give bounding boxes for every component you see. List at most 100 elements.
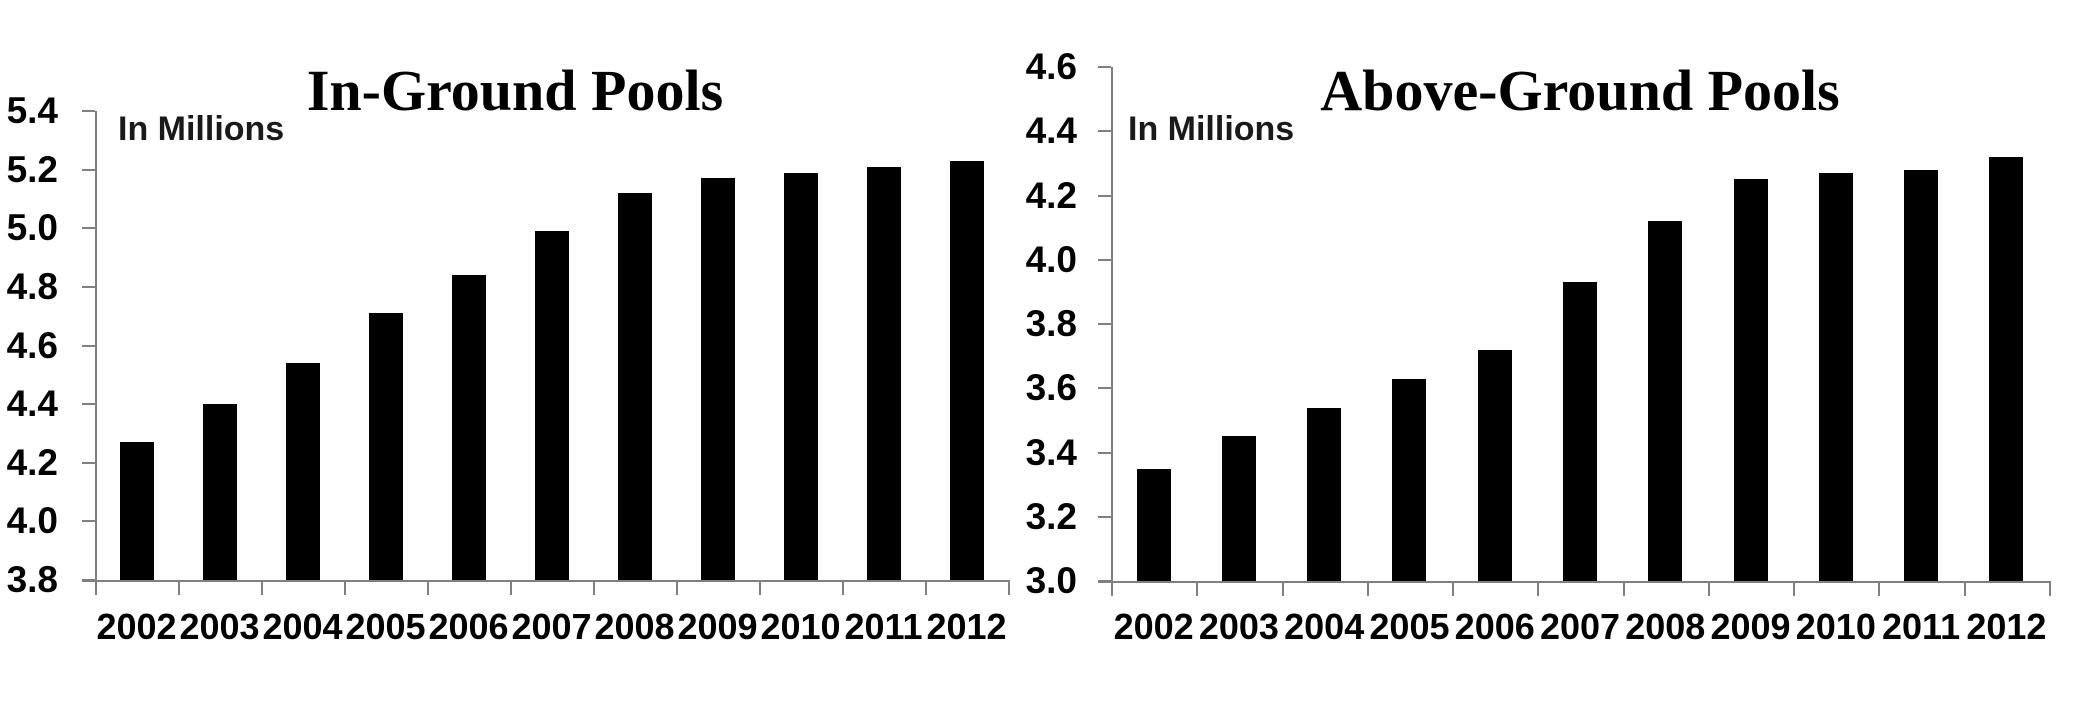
y-axis-tick-label: 5.2 bbox=[6, 148, 58, 190]
x-axis-tick bbox=[510, 582, 512, 595]
x-axis-category-label: 2002 bbox=[1113, 606, 1194, 647]
y-axis-tick bbox=[1098, 451, 1111, 454]
x-axis-category-label: 2009 bbox=[1710, 606, 1791, 647]
bar-2003 bbox=[202, 404, 237, 580]
y-axis-tick bbox=[1098, 323, 1111, 325]
bar-2006 bbox=[1477, 349, 1512, 581]
y-axis-tick-label: 4.4 bbox=[1025, 110, 1077, 152]
y-axis-tick-label: 3.8 bbox=[1025, 303, 1077, 344]
x-axis-tick bbox=[427, 582, 429, 595]
bar-2009 bbox=[1733, 179, 1768, 581]
x-axis-category-label: 2012 bbox=[1966, 606, 2047, 647]
y-axis-tick bbox=[82, 461, 95, 464]
x-axis-tick bbox=[1537, 583, 1540, 596]
y-axis-line bbox=[1111, 67, 1113, 583]
x-axis-category-label: 2007 bbox=[1539, 606, 1621, 647]
x-axis-category-label: 2011 bbox=[1882, 606, 1961, 647]
bar-2004 bbox=[1307, 407, 1342, 581]
y-axis-tick bbox=[1098, 580, 1111, 582]
x-axis-category-label: 2007 bbox=[511, 606, 592, 647]
y-axis-tick-label: 4.6 bbox=[1025, 46, 1077, 87]
y-axis-tick bbox=[82, 520, 95, 523]
y-axis-units-label: In Millions bbox=[118, 110, 285, 148]
x-axis-category-label: 2003 bbox=[1198, 606, 1279, 647]
x-axis-tick bbox=[1111, 583, 1113, 596]
x-axis-tick bbox=[1878, 583, 1881, 596]
y-axis-tick-label: 4.2 bbox=[6, 441, 58, 483]
x-axis-tick bbox=[261, 582, 263, 595]
x-axis-tick bbox=[95, 582, 97, 595]
bar-2007 bbox=[1563, 282, 1597, 581]
y-axis-line bbox=[95, 111, 97, 582]
x-axis-category-label: 2008 bbox=[1625, 606, 1706, 647]
x-axis-category-label: 2012 bbox=[926, 606, 1007, 647]
y-axis-tick bbox=[82, 168, 95, 171]
x-axis-tick bbox=[1622, 583, 1625, 596]
bar-2008 bbox=[1648, 221, 1683, 581]
x-axis-tick bbox=[1452, 583, 1455, 596]
bar-2004 bbox=[285, 363, 320, 580]
bar-2003 bbox=[1221, 436, 1256, 581]
x-axis-tick bbox=[593, 582, 595, 595]
y-axis-tick bbox=[1098, 194, 1111, 197]
x-axis-category-label: 2005 bbox=[345, 606, 426, 647]
bar-2011 bbox=[1904, 169, 1939, 581]
x-axis-category-label: 2009 bbox=[677, 606, 758, 647]
y-axis-tick-label: 4.2 bbox=[1025, 174, 1077, 216]
x-axis-line bbox=[1098, 581, 2051, 583]
y-axis-tick-label: 5.0 bbox=[6, 207, 58, 249]
chart-title-in-ground: In-Ground Pools bbox=[306, 58, 724, 124]
x-axis-tick bbox=[178, 582, 180, 595]
x-axis-tick bbox=[842, 582, 844, 595]
x-axis-tick bbox=[344, 582, 346, 595]
bar-2011 bbox=[866, 166, 901, 580]
y-axis-tick-label: 4.0 bbox=[6, 500, 58, 542]
y-axis-tick bbox=[82, 403, 95, 406]
x-axis-tick bbox=[1707, 583, 1710, 596]
bar-2002 bbox=[1136, 468, 1171, 581]
bar-2006 bbox=[451, 275, 486, 580]
x-axis-category-label: 2008 bbox=[594, 606, 675, 647]
x-axis-category-label: 2006 bbox=[428, 606, 509, 647]
y-axis-tick-label: 3.0 bbox=[1025, 560, 1077, 601]
y-axis-tick-label: 4.4 bbox=[6, 383, 58, 425]
x-axis-tick bbox=[1963, 583, 1966, 596]
x-axis-category-label: 2005 bbox=[1369, 606, 1450, 647]
x-axis-category-label: 2003 bbox=[179, 606, 260, 647]
y-axis-tick bbox=[1098, 387, 1111, 390]
x-axis-tick bbox=[925, 582, 927, 595]
y-axis-tick bbox=[82, 579, 95, 581]
bar-2007 bbox=[534, 231, 569, 580]
y-axis-tick-label: 4.6 bbox=[6, 324, 58, 366]
bar-2002 bbox=[119, 442, 154, 580]
x-axis-category-label: 2010 bbox=[760, 606, 841, 647]
y-axis-tick-label: 3.4 bbox=[1025, 431, 1077, 473]
bar-2010 bbox=[1818, 173, 1853, 581]
y-axis-tick-label: 3.6 bbox=[1025, 367, 1077, 409]
x-axis-category-label: 2004 bbox=[1284, 606, 1365, 647]
bar-2010 bbox=[783, 172, 818, 580]
x-axis-tick bbox=[1008, 582, 1010, 595]
y-axis-tick bbox=[1098, 66, 1111, 68]
x-axis-category-label: 2006 bbox=[1454, 606, 1535, 647]
x-axis-tick bbox=[1793, 583, 1796, 596]
y-axis-tick bbox=[1098, 515, 1111, 518]
x-axis-tick bbox=[1281, 583, 1284, 596]
chart-title-above-ground: Above-Ground Pools bbox=[1320, 58, 1840, 124]
y-axis-tick-label: 5.4 bbox=[6, 90, 58, 131]
y-axis-tick bbox=[1098, 130, 1111, 133]
x-axis-category-label: 2011 bbox=[844, 606, 923, 647]
y-axis-tick-label: 4.8 bbox=[6, 265, 58, 307]
x-axis-line bbox=[82, 580, 1010, 582]
x-axis-tick bbox=[759, 582, 761, 595]
bar-2005 bbox=[368, 313, 403, 580]
y-axis-tick-label: 4.0 bbox=[1025, 238, 1077, 280]
x-axis-category-label: 2010 bbox=[1795, 606, 1876, 647]
x-axis-category-label: 2002 bbox=[96, 606, 177, 647]
y-axis-tick bbox=[82, 285, 95, 288]
x-axis-tick bbox=[676, 582, 678, 595]
x-axis-category-label: 2004 bbox=[262, 606, 343, 647]
bar-2008 bbox=[617, 193, 652, 580]
bar-2012 bbox=[1989, 156, 2024, 581]
